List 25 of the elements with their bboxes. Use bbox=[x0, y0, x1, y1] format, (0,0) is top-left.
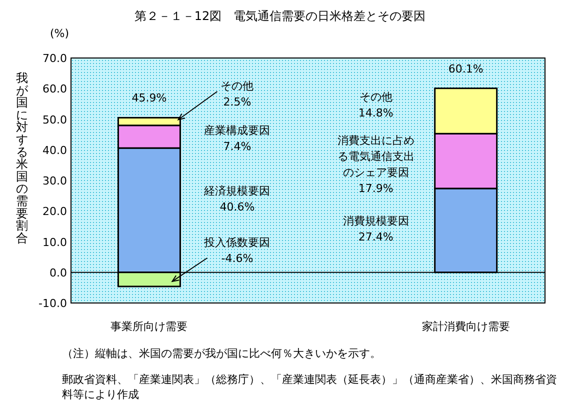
annotation: 投入係数要因 -4.6% bbox=[203, 236, 270, 266]
ylabel: 我が国に対する米国の需要割合 bbox=[16, 71, 28, 245]
title: 第２－１－12図 電気通信需要の日米格差とその要因 bbox=[134, 9, 426, 23]
y-tick-label: 60.0 bbox=[42, 82, 67, 96]
annotation: その他 2.5% bbox=[220, 80, 254, 109]
x-tick-label: 事業所向け需要 bbox=[110, 320, 188, 333]
total-label: 45.9% bbox=[132, 92, 167, 105]
annotation: その他 14.8% bbox=[358, 90, 394, 120]
y-tick-label: 70.0 bbox=[42, 52, 67, 65]
text: 郵政省資料、「産業連関表」（総務庁）、「産業連関表（延長表）」（通商産業省）、米国商務省資料等により作成 bbox=[62, 373, 557, 401]
y-tick-label: 10.0 bbox=[42, 236, 67, 249]
annotation: 経済規模要因 40.6% bbox=[203, 184, 270, 214]
annotation: 消費規模要因 27.4% bbox=[342, 214, 409, 244]
y-tick-label: -10.0 bbox=[38, 297, 67, 310]
annotation: 産業構成要因 7.4% bbox=[204, 124, 270, 153]
x-tick-label: 家計消費向け需要 bbox=[422, 320, 510, 333]
text: (%) bbox=[50, 27, 70, 40]
text: （注）縦軸は、米国の需要が我が国に比べ何％大きいかを示す。 bbox=[62, 347, 381, 360]
y-tick-label: 20.0 bbox=[42, 205, 67, 218]
y-tick-label: 0.0 bbox=[50, 266, 67, 280]
y-tick-label: 40.0 bbox=[42, 144, 67, 157]
y-tick-label: 50.0 bbox=[42, 113, 67, 126]
total-label: 60.1% bbox=[448, 62, 484, 76]
annotation: 消費支出に占める電気通信支出のシェア要因 17.9% bbox=[337, 134, 414, 195]
y-tick-label: 30.0 bbox=[42, 174, 67, 188]
